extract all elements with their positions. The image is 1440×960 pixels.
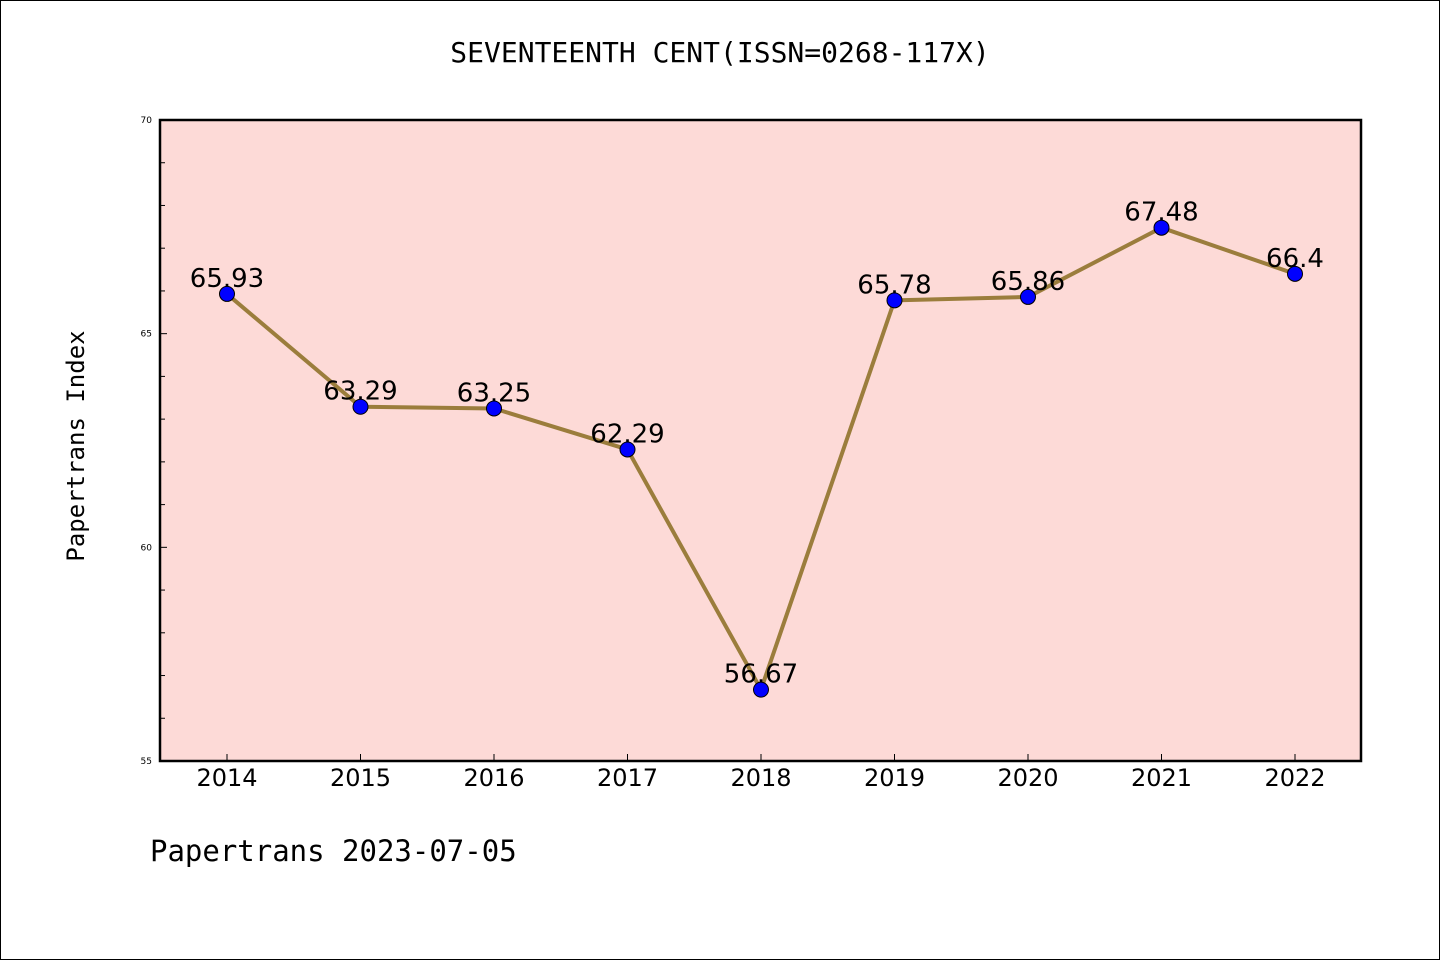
- data-label: 63.25: [457, 378, 531, 408]
- y-tick-label: 55: [141, 757, 152, 767]
- x-tick-label: 2022: [1264, 764, 1325, 792]
- data-point: [1153, 219, 1170, 236]
- data-point: [619, 441, 636, 458]
- data-point: [886, 292, 903, 309]
- data-label-layer: 65.93 63.29 63.25 62.29 56.67 65.78 65.86 67.48…: [190, 198, 1324, 690]
- data-point: [486, 400, 502, 417]
- data-point: [1020, 288, 1036, 305]
- y-axis-label: Papertrans Index: [62, 330, 90, 561]
- data-point: [219, 285, 235, 302]
- footer-text: Papertrans 2023-07-05: [150, 834, 517, 868]
- data-point: [753, 681, 769, 698]
- series-marker-layer: [219, 219, 1303, 698]
- y-tick-label: 60: [141, 543, 153, 553]
- data-label: 65.86: [991, 267, 1065, 297]
- y-tick-label: 65: [141, 330, 152, 340]
- data-label: 63.29: [323, 377, 397, 407]
- data-label: 65.93: [190, 264, 264, 294]
- x-tick-label: 2019: [864, 764, 925, 792]
- data-label: 62.29: [590, 419, 664, 449]
- plot-border: [158, 118, 1363, 763]
- x-tick-label: 2021: [1131, 764, 1192, 792]
- x-tick-label: 2017: [597, 764, 658, 792]
- data-point: [1287, 265, 1303, 282]
- data-label: 65.78: [857, 270, 931, 300]
- data-label: 56.67: [724, 660, 798, 690]
- data-label: 66.4: [1266, 244, 1324, 274]
- data-point: [352, 398, 369, 415]
- data-label: 67.48: [1124, 198, 1198, 228]
- chart-title: SEVENTEENTH CENT(ISSN=0268-117X): [450, 36, 990, 69]
- x-axis-ticks: 2014 2015 2016 2017 2018 2019 2020 2021 2022: [196, 754, 1326, 792]
- y-tick-label: 70: [141, 116, 153, 126]
- x-tick-label: 2015: [330, 764, 391, 792]
- x-tick-label: 2014: [196, 764, 257, 792]
- x-tick-label: 2020: [997, 764, 1058, 792]
- x-tick-label: 2018: [730, 764, 791, 792]
- x-tick-label: 2016: [463, 764, 524, 792]
